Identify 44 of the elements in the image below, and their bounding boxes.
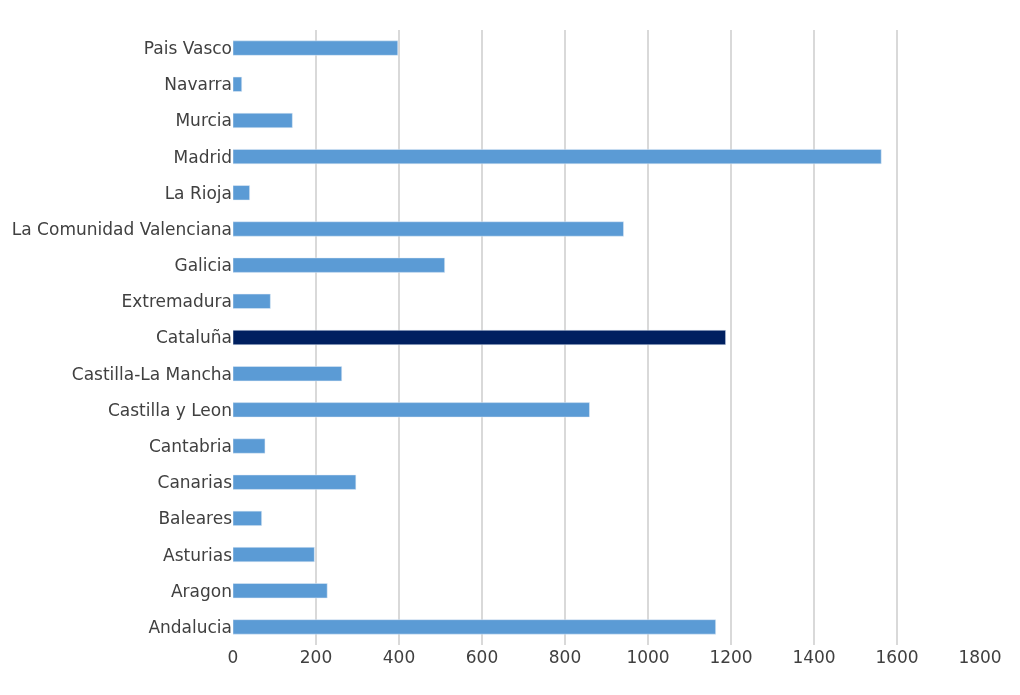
y-tick-label: Canarias — [157, 472, 233, 493]
y-tick-label: Cantabria — [148, 435, 232, 456]
bar — [233, 510, 262, 526]
x-tick-label: 0 — [227, 647, 239, 667]
y-tick-label: Madrid — [173, 146, 232, 167]
y-tick-label: Andalucia — [148, 616, 232, 637]
x-tick-label: 1200 — [709, 647, 753, 667]
y-tick-label: Murcia — [175, 110, 232, 131]
x-tick-label: 600 — [465, 647, 499, 667]
bar — [233, 40, 399, 56]
y-tick-label: Extremadura — [121, 291, 232, 312]
bar — [233, 474, 357, 490]
x-tick-label: 400 — [382, 647, 416, 667]
x-tick-label: 1000 — [626, 647, 670, 667]
bar — [233, 221, 624, 237]
bar — [233, 619, 716, 635]
y-tick-label: Aragon — [170, 580, 232, 601]
bar — [233, 547, 315, 563]
bar — [233, 257, 445, 273]
bar — [233, 149, 882, 165]
x-tick-label: 1800 — [958, 647, 1002, 667]
y-tick-label: La Rioja — [164, 182, 232, 203]
y-tick-label: Baleares — [158, 508, 233, 529]
y-tick-label: La Comunidad Valenciana — [11, 218, 232, 239]
x-tick-label: 200 — [299, 647, 333, 667]
y-tick-label: Navarra — [164, 74, 232, 95]
x-tick-label: 800 — [548, 647, 582, 667]
x-tick-label: 1400 — [792, 647, 836, 667]
bar — [233, 583, 328, 599]
y-tick-label: Castilla y Leon — [107, 399, 232, 420]
y-tick-label: Cataluña — [155, 327, 232, 348]
bar — [233, 330, 726, 345]
bar — [233, 366, 342, 382]
y-tick-label: Asturias — [163, 544, 233, 565]
y-tick-label: Galicia — [174, 255, 232, 276]
bar — [233, 402, 590, 418]
bar — [233, 112, 293, 128]
bar — [233, 185, 250, 201]
bar — [233, 438, 266, 454]
bar — [233, 76, 242, 92]
y-tick-label: Pais Vasco — [143, 38, 232, 59]
bar — [233, 293, 271, 309]
x-tick-label: 1600 — [875, 647, 919, 667]
y-tick-label: Castilla-La Mancha — [71, 363, 232, 384]
